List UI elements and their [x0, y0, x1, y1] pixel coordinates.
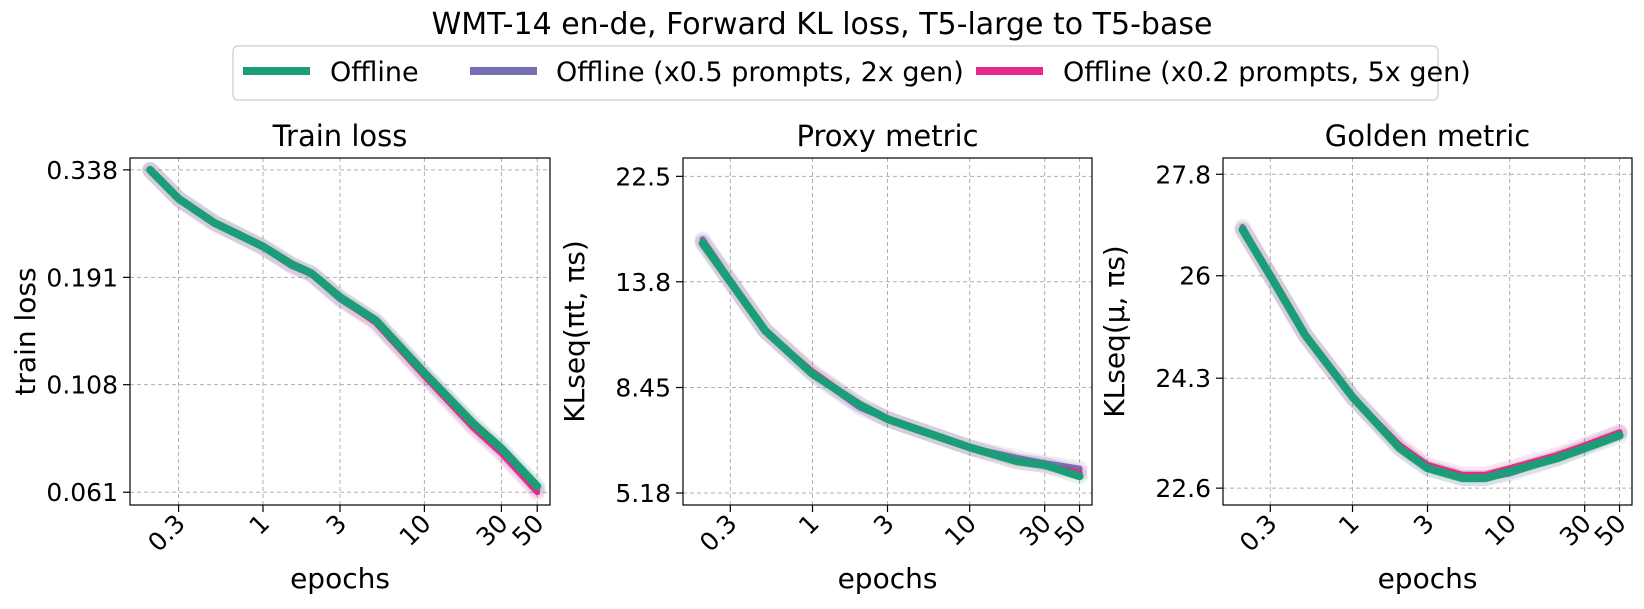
axes-frame — [129, 157, 551, 506]
x-tick-label: 1 — [1333, 509, 1365, 541]
x-axis-label: epochs — [1378, 562, 1478, 595]
y-tick-label: 0.061 — [46, 478, 118, 507]
series-band-offline-x0-5-prompts-2x-gen — [1234, 219, 1628, 487]
y-tick-label: 26 — [1179, 262, 1211, 291]
series-line-offline-x0-2-prompts-5x-gen — [699, 238, 1083, 476]
y-tick-label: 27.8 — [1155, 160, 1211, 189]
series-line-offline-x0-2-prompts-5x-gen — [1239, 226, 1623, 478]
y-tick-label: 5.18 — [615, 479, 671, 508]
legend-label-offline: Offline — [330, 57, 419, 88]
x-tick-label: 50 — [1589, 509, 1632, 552]
y-tick-label: 0.108 — [46, 371, 118, 400]
legend-label-half-prompts: Offline (x0.5 prompts, 2x gen) — [556, 57, 964, 88]
x-tick-label: 10 — [939, 509, 982, 552]
y-tick-label: 0.338 — [46, 156, 118, 185]
series-band-offline-x0-5-prompts-2x-gen — [694, 231, 1088, 477]
series-line-offline-x0-5-prompts-2x-gen — [1239, 224, 1623, 482]
y-axis-label: train loss — [9, 267, 42, 395]
series-band-offline-x0-2-prompts-5x-gen — [1234, 221, 1628, 483]
x-tick-label: 3 — [1408, 509, 1440, 541]
x-tick-label: 1 — [793, 509, 825, 541]
y-tick-label: 13.8 — [615, 268, 671, 297]
x-axis-label: epochs — [838, 562, 938, 595]
panel-title: Train loss — [272, 119, 408, 153]
series-line-offline-x0-5-prompts-2x-gen — [699, 236, 1083, 472]
series-line-offline — [1238, 225, 1624, 483]
series-line-offline — [698, 239, 1084, 481]
x-tick-label: 10 — [394, 509, 437, 552]
x-tick-label: 1 — [243, 509, 275, 541]
y-tick-label: 24.3 — [1155, 364, 1211, 393]
x-tick-label: 50 — [506, 509, 549, 552]
legend: Offline Offline (x0.5 prompts, 2x gen) O… — [232, 45, 1471, 101]
series-line-offline — [146, 165, 542, 491]
panel-title: Proxy metric — [796, 119, 978, 153]
x-tick-label: 0.3 — [1234, 509, 1283, 558]
x-axis-label: epochs — [290, 562, 390, 595]
legend-frame — [232, 45, 1439, 101]
x-tick-label: 3 — [868, 509, 900, 541]
x-tick-label: 0.3 — [694, 509, 743, 558]
series-band-offline-x0-2-prompts-5x-gen — [694, 233, 1088, 481]
x-tick-label: 50 — [1049, 509, 1092, 552]
axes-frame — [682, 157, 1093, 506]
series-band-offline — [694, 235, 1088, 485]
x-tick-label: 3 — [320, 509, 352, 541]
y-tick-label: 0.191 — [46, 263, 118, 292]
series-band-offline — [1234, 221, 1628, 487]
y-axis-label: KLseq(πt, πs) — [558, 240, 591, 422]
axes-frame — [1222, 157, 1633, 506]
y-axis-label: KLseq(μ, πs) — [1098, 245, 1131, 417]
y-tick-label: 8.45 — [615, 374, 671, 403]
y-tick-label: 22.5 — [615, 162, 671, 191]
figure-title: WMT-14 en-de, Forward KL loss, T5-large … — [432, 7, 1213, 42]
legend-label-fifth-prompts: Offline (x0.2 prompts, 5x gen) — [1063, 57, 1471, 88]
x-tick-label: 0.3 — [142, 509, 191, 558]
panel-title: Golden metric — [1325, 119, 1531, 153]
x-tick-label: 10 — [1479, 509, 1522, 552]
y-tick-label: 22.6 — [1155, 474, 1211, 503]
